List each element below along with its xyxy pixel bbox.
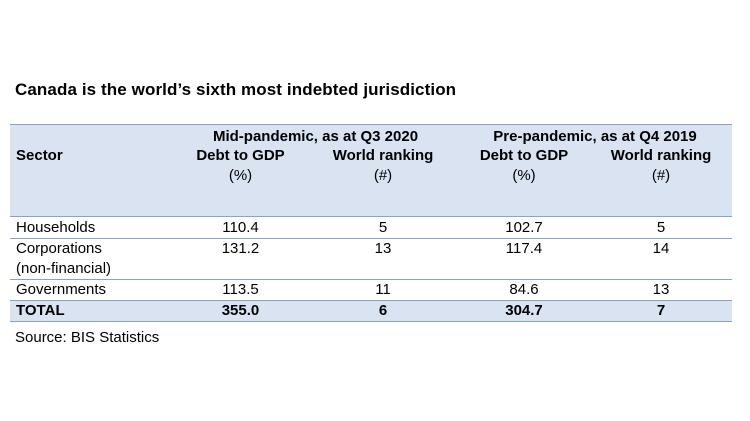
column-header-unit: (%) <box>512 167 536 184</box>
row-pre-rank: 13 <box>652 281 670 298</box>
total-label: TOTAL <box>10 300 173 322</box>
row-mid-rank: 5 <box>308 216 459 239</box>
total-mid-debt: 355.0 <box>173 300 308 322</box>
column-header-label: World ranking <box>610 147 712 164</box>
row-sector: Corporations (non-financial) <box>10 238 173 280</box>
row-sector-line1: Corporations <box>16 240 102 257</box>
group-header-empty <box>10 124 173 146</box>
header-spacer-row <box>10 186 733 217</box>
header-spacer <box>10 186 733 217</box>
row-pre-debt: 102.7 <box>458 216 591 239</box>
table-body: Households 110.4 5 102.7 5 Corporations … <box>10 216 733 322</box>
row-mid-rank: 13 <box>308 238 459 280</box>
row-pre-rank: 14 <box>590 238 733 280</box>
column-header-unit: (#) <box>651 167 671 184</box>
row-mid-debt: 131.2 <box>173 238 308 280</box>
column-header-label: World ranking <box>332 147 434 164</box>
total-pre-rank: 7 <box>590 300 733 322</box>
group-header-pre-pandemic: Pre-pandemic, as at Q4 2019 <box>458 124 733 146</box>
column-header-unit: (#) <box>373 167 393 184</box>
row-pre-debt: 117.4 <box>458 238 591 280</box>
column-header-label: Debt to GDP <box>196 147 285 164</box>
column-header-unit: (%) <box>228 167 253 184</box>
column-header-row: Sector Debt to GDP (%) World ranking (#)… <box>10 146 733 186</box>
row-sector: Governments <box>16 281 107 298</box>
column-header-pre-debt: Debt to GDP (%) <box>458 146 590 186</box>
debt-table-container: Mid-pandemic, as at Q3 2020 Pre-pandemic… <box>10 124 733 322</box>
row-sector-line2: (non-financial) <box>16 260 112 277</box>
source-note: Source: BIS Statistics <box>15 329 160 346</box>
column-header-label: Debt to GDP <box>479 147 569 164</box>
total-pre-debt: 304.7 <box>458 300 591 322</box>
page-title: Canada is the world’s sixth most indebte… <box>15 80 457 99</box>
row-mid-debt: 110.4 <box>173 216 308 239</box>
total-mid-rank: 6 <box>308 300 459 322</box>
table-header: Mid-pandemic, as at Q3 2020 Pre-pandemic… <box>10 124 733 217</box>
total-row: TOTAL 355.0 6 304.7 7 <box>10 300 733 322</box>
table-row: Households 110.4 5 102.7 5 <box>10 216 733 239</box>
row-sector: Households <box>10 216 173 239</box>
table-row: Corporations (non-financial) 131.2 13 11… <box>10 238 733 280</box>
column-header-mid-rank: World ranking (#) <box>308 146 458 186</box>
column-header-mid-debt: Debt to GDP (%) <box>173 146 308 186</box>
group-header-mid-pandemic: Mid-pandemic, as at Q3 2020 <box>173 124 459 146</box>
table-row: Governments 113.5 11 84.6 13 <box>10 280 732 301</box>
row-pre-rank: 5 <box>590 216 733 239</box>
row-mid-rank: 11 <box>375 281 391 298</box>
column-header-sector: Sector <box>16 147 63 164</box>
debt-table: Mid-pandemic, as at Q3 2020 Pre-pandemic… <box>10 124 733 322</box>
column-header-pre-rank: World ranking (#) <box>590 146 732 186</box>
group-header-row: Mid-pandemic, as at Q3 2020 Pre-pandemic… <box>10 124 733 146</box>
row-mid-debt: 113.5 <box>222 281 259 298</box>
row-pre-debt: 84.6 <box>509 281 539 298</box>
